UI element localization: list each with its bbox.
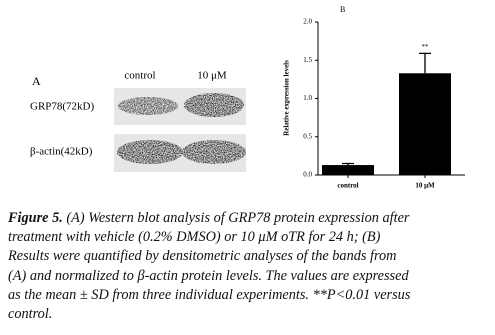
caption-line: as the mean ± SD from three individual e… (8, 286, 490, 305)
y-tick-label: 1.0 (303, 94, 312, 102)
band (118, 97, 178, 115)
figure: A control 10 μM GRP78(72kD) β-actin(42kD… (30, 5, 465, 190)
caption-text: (A) and normalized to β-actin protein le… (8, 267, 409, 284)
caption-text: (A) Western blot analysis of GRP78 prote… (66, 210, 410, 226)
significance: ** (422, 43, 430, 51)
band (117, 140, 183, 164)
y-tick-label: 0.0 (303, 171, 312, 179)
caption-line: control. (8, 305, 490, 324)
band (182, 140, 246, 164)
x-tick-label: control (337, 182, 358, 190)
y-tick-label: 1.5 (303, 56, 312, 64)
caption-line: Results were quantified by densitometric… (8, 247, 490, 266)
lane-label: 10 μM (197, 70, 227, 82)
caption-text: control. (8, 306, 53, 323)
blot-bands (117, 93, 246, 164)
caption-text: Results were quantified by densitometric… (8, 248, 397, 265)
error-bar (342, 162, 354, 166)
caption-label: Figure 5. (8, 210, 63, 226)
lane-label: control (124, 70, 155, 82)
y-tick-label: 0.5 (303, 132, 312, 140)
panel-label: A (32, 74, 41, 88)
caption-line: Figure 5. (A) Western blot analysis of G… (8, 209, 490, 228)
caption-line: treatment with vehicle (0.2% DMSO) or 10… (8, 228, 490, 247)
band (184, 93, 244, 117)
caption-line: (A) and normalized to β-actin protein le… (8, 267, 490, 286)
bar (322, 165, 374, 175)
caption-text: as the mean ± SD from three individual e… (8, 286, 411, 303)
caption-text: treatment with vehicle (0.2% DMSO) or 10… (8, 229, 381, 246)
band-label: GRP78(72kD) (30, 101, 95, 113)
error-bar (419, 52, 431, 74)
band-label: β-actin(42kD) (30, 146, 93, 158)
y-tick-label: 2.0 (303, 18, 312, 26)
caption: Figure 5. (A) Western blot analysis of G… (8, 209, 490, 324)
x-tick-label: 10 μM (415, 182, 435, 190)
panel-label: B (340, 5, 345, 14)
bar (399, 73, 451, 175)
y-axis-title: Relative expression levels (283, 60, 291, 136)
